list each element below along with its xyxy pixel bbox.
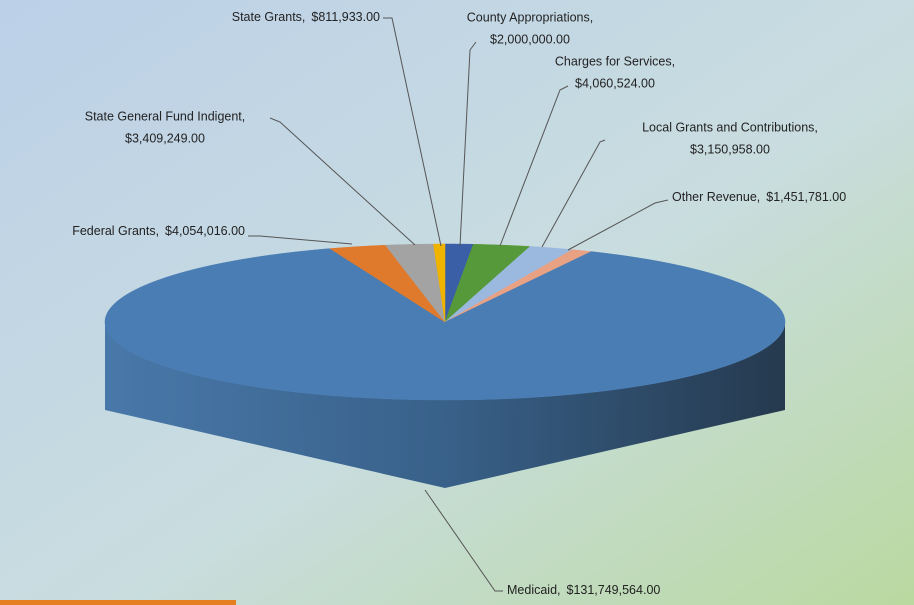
value-label: $811,933.00 [311, 10, 380, 24]
leader-line [269, 117, 416, 246]
slice [433, 243, 446, 323]
slice-label: State Grants, $811,933.00 [232, 10, 380, 24]
value-label: $3,409,249.00 [125, 131, 205, 145]
category: State Grants, [232, 10, 306, 24]
leader-line [248, 235, 353, 245]
slice-label: Federal Grants, $4,054,016.00 [72, 224, 245, 238]
category: Medicaid, [507, 583, 561, 597]
slice-label: Charges for Services, [555, 54, 675, 68]
value-label: $131,749,564.00 [567, 583, 661, 597]
slice [329, 244, 446, 323]
slice [444, 244, 531, 323]
value-label: $4,054,016.00 [165, 224, 245, 238]
slice [384, 243, 446, 323]
leader-line [383, 17, 442, 247]
leader-line [499, 85, 569, 247]
slice-label: County Appropriations, [467, 10, 593, 24]
slice [104, 248, 786, 401]
category: Other Revenue, [672, 190, 760, 204]
slice-label: Local Grants and Contributions, [642, 120, 818, 134]
value-label: $2,000,000.00 [490, 32, 570, 46]
slice-label: State General Fund Indigent, [85, 109, 246, 123]
value-label: $1,451,781.00 [766, 190, 846, 204]
leader-line [567, 199, 669, 251]
category: Federal Grants, [72, 224, 159, 238]
value-label: $4,060,524.00 [575, 76, 655, 90]
leader-line [424, 489, 503, 592]
leader-line [459, 41, 477, 247]
slice-side [105, 322, 785, 488]
bottom-bar [0, 600, 236, 605]
value-label: $3,150,958.00 [690, 142, 770, 156]
leader-line [541, 139, 606, 248]
slice-label: Medicaid, $131,749,564.00 [507, 583, 660, 597]
slice-label: Other Revenue, $1,451,781.00 [672, 190, 846, 204]
